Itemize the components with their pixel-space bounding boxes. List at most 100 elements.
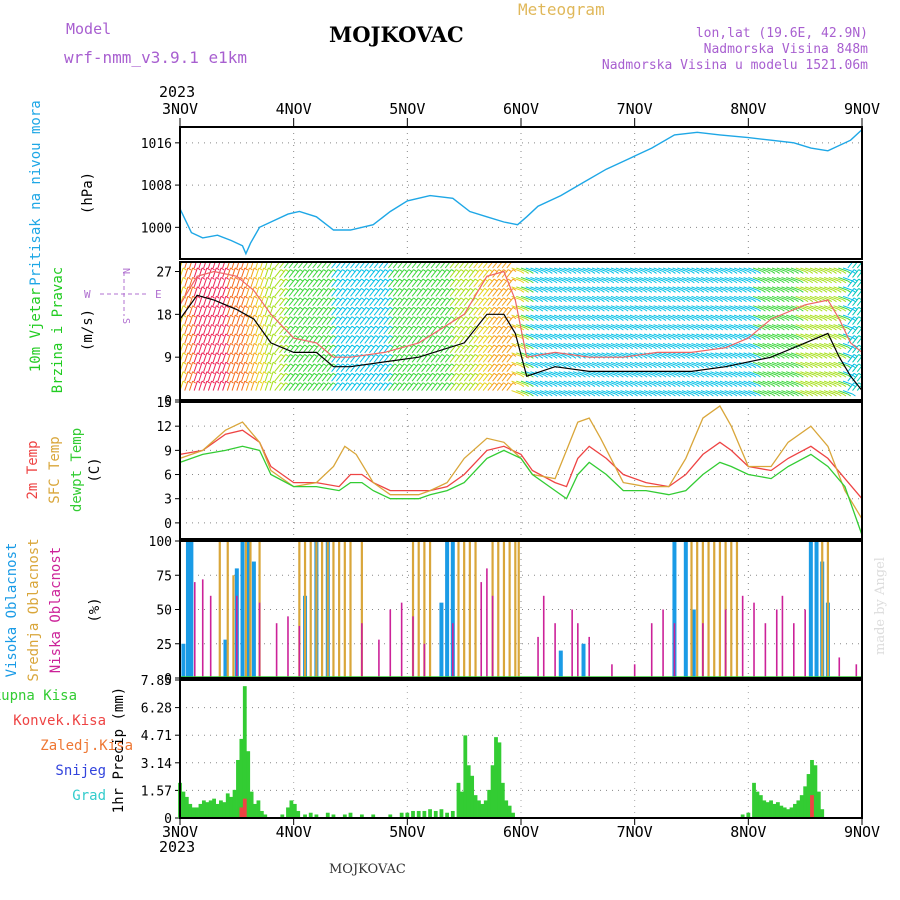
- wind-barb-flag: [432, 297, 436, 301]
- wind-barb: [691, 295, 702, 301]
- precip-bar: [292, 803, 297, 818]
- wind-barb-flag: [299, 344, 304, 348]
- wind-barb: [298, 316, 306, 325]
- wind-barb: [473, 363, 481, 373]
- wind-barb: [681, 267, 692, 272]
- wind-barb-flag: [676, 280, 681, 284]
- wind-barb-flag: [747, 308, 752, 312]
- wind-barb: [629, 371, 640, 376]
- wind-barb: [606, 342, 616, 348]
- wind-barb: [340, 372, 348, 382]
- wind-barb-flag: [809, 337, 814, 340]
- wind-barb-flag: [733, 280, 738, 284]
- wind-barb: [255, 305, 260, 316]
- model-altitude: Nadmorska Visina u modelu 1521.06m: [601, 58, 868, 73]
- wind-barb-flag: [601, 280, 605, 284]
- wind-barb-flag: [413, 288, 417, 291]
- wind-barb: [596, 352, 607, 357]
- wind-barb-flag: [441, 382, 446, 386]
- wind-barb: [487, 382, 495, 391]
- wind-barb-flag: [318, 335, 323, 339]
- wind-barb-flag: [192, 305, 196, 309]
- wind-barb: [416, 344, 424, 354]
- wind-barb-flag: [762, 384, 766, 387]
- wind-barb-flag: [211, 342, 215, 346]
- wind-barb-flag: [747, 365, 752, 369]
- wind-barb-flag: [534, 346, 539, 350]
- wind-barb-flag: [201, 380, 206, 384]
- wind-barb: [516, 333, 526, 338]
- wind-barb: [733, 333, 744, 338]
- wind-barb: [828, 390, 839, 395]
- wind-barb: [188, 343, 194, 354]
- wind-barb-flag: [484, 335, 488, 339]
- wind-barb-flag: [313, 278, 318, 282]
- precip-panel-frame: [179, 679, 863, 819]
- wind-barb: [454, 344, 462, 354]
- wind-barb: [582, 352, 593, 357]
- precip-bar: [779, 805, 784, 818]
- wind-barb: [591, 314, 602, 320]
- wind-barb: [184, 333, 189, 344]
- wind-barb: [620, 267, 631, 272]
- wind-barb-flag: [724, 289, 728, 293]
- wind-barb-flag: [714, 337, 719, 340]
- wind-barb-flag: [503, 297, 507, 301]
- y-tick-label: 1.57: [141, 784, 172, 799]
- wind-barb: [620, 333, 631, 338]
- wind-barb-flag: [819, 308, 823, 312]
- wind-barb: [463, 297, 471, 307]
- wind-barb-flag: [695, 271, 700, 274]
- location-coords: lon,lat (19.6E, 42.9N): [695, 26, 868, 41]
- wind-barb: [596, 361, 607, 367]
- cloud-bar: [298, 541, 301, 678]
- wind-barb: [814, 267, 825, 272]
- precip-bar: [806, 774, 811, 818]
- wind-barb: [359, 306, 367, 316]
- wind-barb: [752, 361, 763, 367]
- wind-barb: [625, 267, 635, 272]
- wind-barb: [748, 333, 758, 338]
- wind-barb: [738, 305, 749, 310]
- wind-barb-flag: [413, 306, 417, 310]
- wind-barb: [416, 262, 423, 269]
- wind-barb: [677, 314, 687, 320]
- wind-barb: [406, 344, 414, 354]
- wind-barb: [819, 286, 829, 291]
- wind-barb: [814, 371, 825, 376]
- wind-barb: [757, 314, 768, 320]
- wind-barb: [459, 262, 465, 269]
- wind-barb-flag: [436, 297, 441, 301]
- wind-barb-flag: [465, 354, 469, 357]
- wind-barb: [492, 288, 500, 297]
- wind-barb-flag: [408, 372, 413, 376]
- wind-barb-flag: [375, 297, 379, 301]
- wind-barb-flag: [436, 382, 441, 386]
- wind-barb: [369, 306, 377, 316]
- wind-barb: [501, 363, 509, 373]
- wind-barb: [615, 314, 626, 320]
- wind-barb: [582, 276, 593, 282]
- wind-barb: [198, 286, 203, 297]
- wind-barb-flag: [220, 295, 225, 299]
- wind-barb-flag: [413, 335, 417, 339]
- wind-barb: [378, 325, 386, 335]
- wind-barb: [634, 267, 645, 272]
- wind-barb: [406, 316, 414, 325]
- wind-barb-flag: [809, 327, 814, 331]
- wind-barb: [331, 297, 339, 307]
- wind-barb: [577, 286, 588, 291]
- wind-barb: [686, 361, 697, 367]
- wind-barb: [316, 363, 324, 373]
- wind-barb: [279, 363, 287, 373]
- precip-bar: [232, 789, 237, 818]
- wind-barb-flag: [253, 342, 258, 346]
- wind-barb-flag: [285, 344, 289, 348]
- wind-barb-flag: [230, 314, 234, 318]
- wind-barb: [539, 390, 550, 395]
- cloud-axis-label: Niska Oblacnost: [48, 547, 64, 673]
- wind-barb-flag: [695, 384, 700, 387]
- wind-barb: [193, 296, 198, 306]
- wind-barb: [435, 269, 443, 278]
- wind-barb-flag: [686, 308, 690, 312]
